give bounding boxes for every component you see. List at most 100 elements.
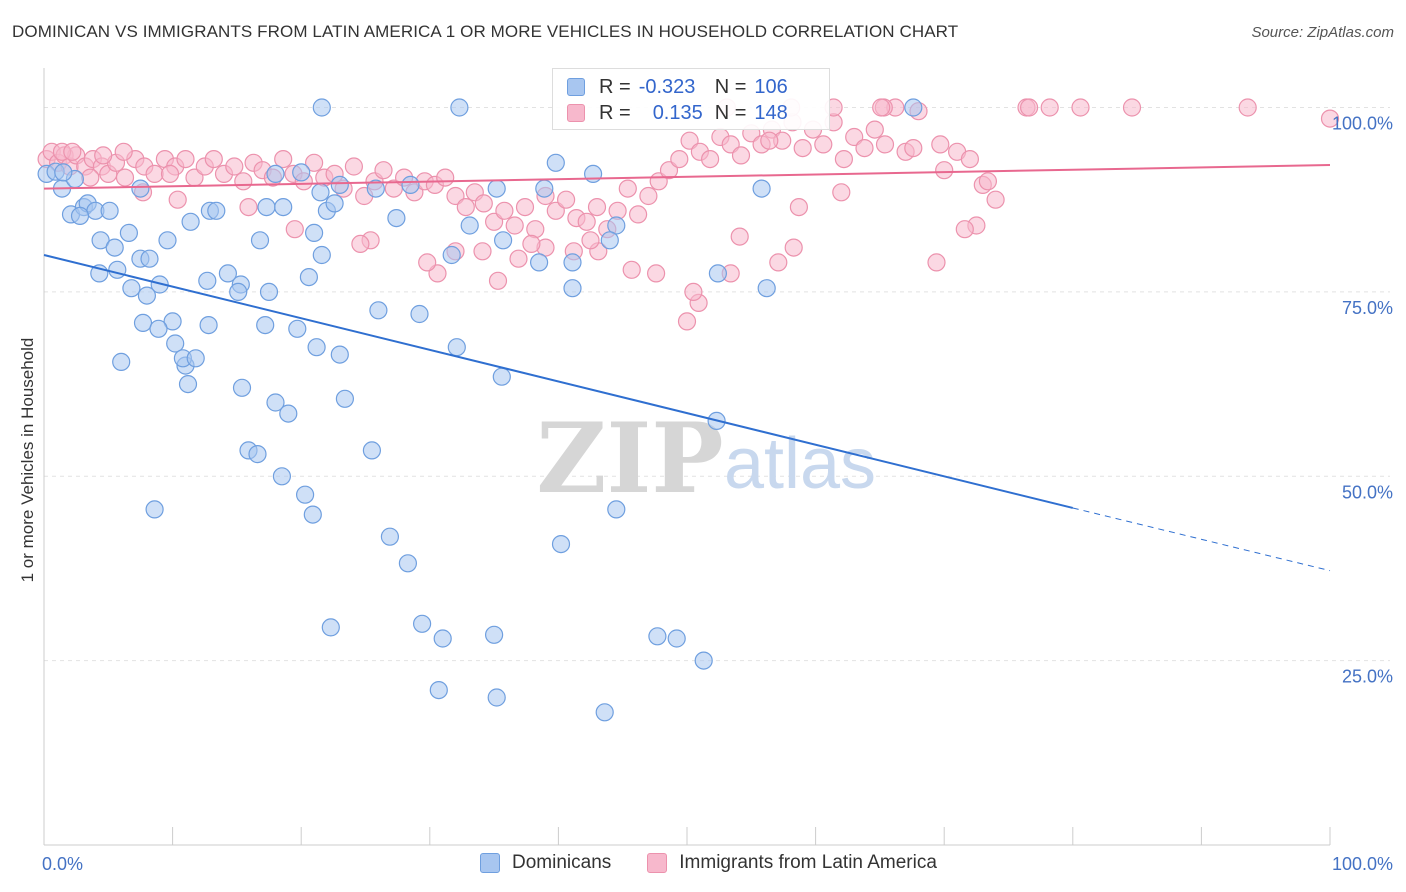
dominicans-point: [158, 231, 177, 250]
axes: [43, 68, 1331, 846]
legend-swatch-immigrants: [647, 853, 668, 873]
dominicans-point: [279, 404, 298, 423]
immigrants-point: [784, 238, 803, 257]
dominicans-point: [137, 286, 156, 305]
dominicans-point: [256, 316, 275, 335]
immigrants-point: [1320, 109, 1340, 128]
immigrants-point: [488, 271, 508, 290]
immigrants-point: [473, 242, 492, 261]
immigrants-point: [935, 161, 954, 180]
legend-label-dominicans: Dominicans: [512, 852, 612, 873]
dominicans-point: [163, 312, 182, 331]
immigrants-point: [760, 131, 779, 150]
immigrants-point: [239, 198, 258, 217]
y-tick-label: 100.0%: [1332, 114, 1393, 134]
dominicans-point: [311, 183, 330, 202]
immigrants-point: [832, 183, 851, 202]
dominicans-trend-line: [43, 254, 1074, 509]
immigrants-point: [769, 253, 788, 272]
dominicans-point: [259, 282, 279, 301]
legend-item-immigrants[interactable]: Immigrants from Latin America: [647, 852, 937, 874]
dominicans-point: [250, 231, 270, 250]
immigrants-point: [789, 198, 809, 217]
dominicans-point: [181, 212, 200, 231]
immigrants-point: [505, 216, 524, 235]
legend-label-immigrants: Immigrants from Latin America: [679, 852, 937, 873]
immigrants-point: [814, 135, 833, 154]
dominicans-point: [708, 264, 728, 283]
tick-labels: 25.0% 50.0% 75.0% 100.0% 0.0% 100.0%: [42, 114, 1393, 875]
dominicans-point: [487, 688, 506, 707]
dominicans-point: [551, 534, 571, 554]
dominicans-point: [387, 209, 406, 228]
dominicans-point: [607, 500, 626, 519]
series-legend: Dominicans Immigrants from Latin America: [480, 852, 973, 874]
legend-r-label: R =: [599, 101, 631, 124]
dominicans-point: [133, 313, 153, 332]
dominicans-point: [232, 378, 252, 397]
dominicans-point: [583, 164, 603, 183]
correlation-legend: R = -0.323 N = 106 R = 0.135 N = 148: [552, 68, 830, 130]
legend-item-dominicans[interactable]: Dominicans: [480, 852, 611, 874]
immigrants-point: [931, 135, 950, 154]
immigrants-point: [1040, 98, 1059, 117]
immigrants-point: [659, 161, 679, 180]
dominicans-point: [122, 279, 141, 298]
immigrants-point: [1071, 98, 1090, 117]
legend-swatch-blue: [567, 78, 585, 96]
legend-row-immigrants: R = 0.135 N = 148: [567, 101, 788, 125]
dominicans-point: [149, 319, 168, 338]
dominicans-point: [105, 238, 124, 257]
dominicans-point: [198, 271, 217, 290]
dominicans-point: [433, 629, 452, 648]
immigrants-point: [115, 168, 135, 187]
dominicans-point: [274, 198, 293, 217]
immigrants-point: [305, 153, 324, 172]
dominicans-point: [335, 389, 354, 408]
dominicans-point: [325, 194, 344, 213]
dominicans-point: [199, 316, 218, 335]
immigrants-point: [344, 157, 363, 176]
dominicans-point: [752, 179, 771, 198]
legend-n-value: 148: [754, 101, 788, 124]
dominicans-point: [145, 500, 164, 519]
x-tick-label: 0.0%: [42, 854, 83, 874]
dominicans-point: [450, 98, 469, 117]
watermark: ZIP atlas: [536, 402, 876, 515]
dominicans-point: [150, 275, 169, 294]
dominicans-point: [529, 253, 549, 272]
immigrants-point: [176, 150, 195, 169]
dominicans-point: [257, 198, 276, 217]
dominicans-point: [600, 231, 619, 250]
series-dominicans-points: [37, 98, 923, 722]
immigrants-point: [145, 164, 164, 183]
dominicans-point: [312, 98, 331, 117]
dominicans-point: [380, 527, 399, 546]
legend-n-label: N =: [714, 75, 747, 98]
dominicans-point: [218, 264, 237, 283]
immigrants-point: [160, 164, 180, 183]
x-tick-label: 100.0%: [1332, 854, 1393, 874]
dominicans-point: [429, 680, 448, 700]
immigrants-point: [875, 135, 895, 154]
immigrants-point: [522, 234, 541, 253]
dominicans-point: [460, 216, 479, 235]
immigrants-point: [515, 198, 535, 217]
immigrants-point: [63, 142, 82, 161]
immigrants-point: [677, 312, 697, 331]
immigrants-point: [855, 139, 874, 158]
immigrants-point: [904, 139, 923, 158]
legend-r-value: -0.323: [638, 75, 696, 98]
dominicans-point: [487, 179, 506, 198]
dominicans-point: [307, 338, 326, 357]
immigrants-point: [204, 150, 223, 169]
immigrants-point: [622, 260, 641, 279]
immigrants-point: [94, 146, 113, 165]
immigrants-point: [960, 150, 980, 169]
dominicans-point: [305, 223, 324, 242]
dominicans-point: [546, 153, 565, 172]
dominicans-point: [100, 201, 119, 220]
immigrants-point: [986, 190, 1005, 209]
immigrants-point: [865, 120, 884, 139]
y-axis-label: 1 or more Vehicles in Household: [18, 337, 37, 583]
